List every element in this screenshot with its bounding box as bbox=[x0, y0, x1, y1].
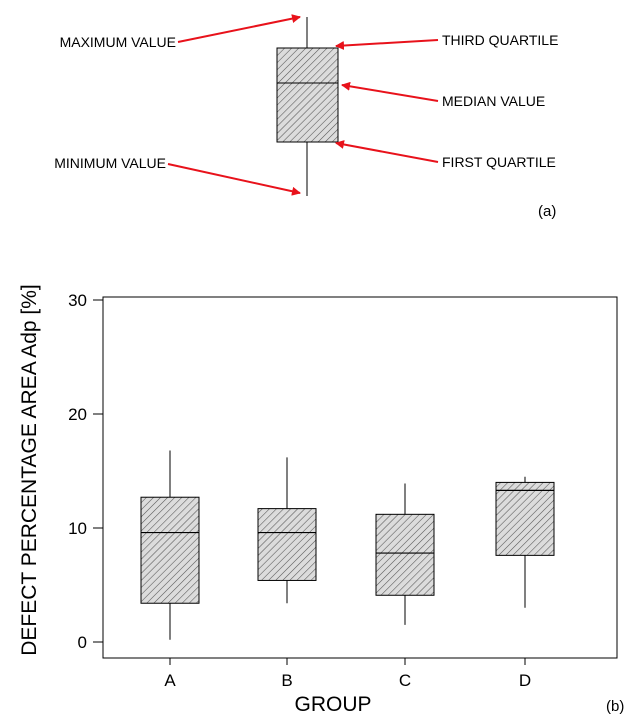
y-axis-title: DEFECT PERCENTAGE AREA Adp [%] bbox=[18, 284, 41, 656]
x-tick-label: A bbox=[164, 671, 176, 690]
box-A bbox=[140, 450, 200, 640]
iqr-box bbox=[140, 496, 200, 604]
arrow-median bbox=[341, 81, 439, 102]
y-tick-label: 0 bbox=[78, 633, 87, 652]
arrow-max bbox=[177, 14, 301, 43]
x-tick-label: D bbox=[519, 671, 531, 690]
boxes bbox=[140, 450, 555, 640]
label-first-quartile: FIRST QUARTILE bbox=[442, 154, 556, 170]
y-axis: 0 10 20 30 bbox=[68, 291, 103, 652]
box-B bbox=[257, 457, 317, 604]
arrow-q1 bbox=[335, 140, 439, 163]
iqr-box bbox=[375, 513, 435, 596]
x-tick-label: C bbox=[399, 671, 411, 690]
panel-label-a: (a) bbox=[538, 203, 556, 220]
y-tick-label: 10 bbox=[68, 519, 87, 538]
y-tick-label: 30 bbox=[68, 291, 87, 310]
arrow-q3 bbox=[335, 39, 439, 51]
arrow-min bbox=[167, 163, 301, 196]
box-D bbox=[495, 476, 555, 608]
label-third-quartile: THIRD QUARTILE bbox=[442, 32, 558, 48]
label-median-value: MEDIAN VALUE bbox=[442, 93, 545, 109]
box-C bbox=[375, 483, 435, 625]
label-maximum-value: MAXIMUM VALUE bbox=[60, 34, 176, 50]
legend-box bbox=[276, 47, 339, 143]
iqr-box bbox=[257, 508, 317, 581]
legend-panel: MAXIMUM VALUE MINIMUM VALUE THIRD QUARTI… bbox=[54, 14, 558, 220]
panel-label-b: (b) bbox=[606, 698, 624, 715]
iqr-box bbox=[495, 481, 555, 556]
label-minimum-value: MINIMUM VALUE bbox=[54, 155, 166, 171]
y-tick-label: 20 bbox=[68, 405, 87, 424]
x-axis-title: GROUP bbox=[294, 693, 371, 716]
plot-frame bbox=[102, 296, 618, 659]
x-axis: A B C D bbox=[164, 658, 531, 690]
x-tick-label: B bbox=[281, 671, 292, 690]
box-plot-chart: 0 10 20 30 A B C D DEFECT PERCENTAGE AREA Adp … bbox=[18, 284, 624, 716]
